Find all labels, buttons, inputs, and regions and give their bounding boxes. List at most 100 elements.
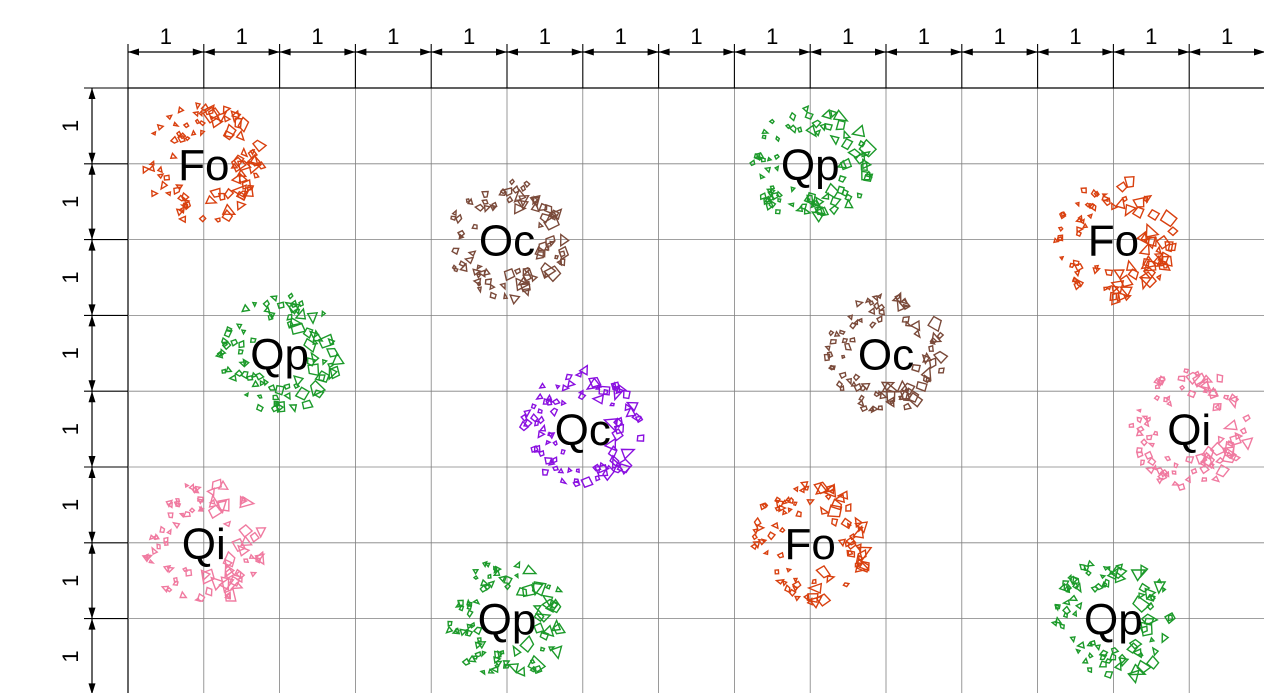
dimension-arrowhead	[192, 48, 204, 56]
dimension-arrowhead	[88, 456, 96, 467]
grain-mark	[251, 379, 260, 388]
grain-mark	[306, 357, 317, 367]
grain-mark	[1221, 447, 1237, 464]
grain-mark	[753, 153, 761, 161]
grain-mark	[314, 370, 330, 383]
grain-mark	[1151, 646, 1160, 657]
grain-mark	[1215, 463, 1231, 478]
grain-mark	[1130, 569, 1147, 582]
grain-mark	[1140, 254, 1157, 270]
grain-mark	[902, 303, 911, 311]
grain-mark	[1215, 456, 1225, 464]
grain-mark	[1118, 653, 1127, 665]
grain-mark	[461, 657, 471, 666]
grain-mark	[236, 200, 247, 212]
grain-mark	[549, 601, 559, 610]
grain-mark	[1074, 601, 1083, 611]
grain-mark	[1234, 432, 1244, 441]
grain-mark	[1067, 594, 1079, 602]
grain-mark	[539, 212, 551, 224]
grain-mark	[163, 174, 171, 181]
grain-mark	[240, 146, 249, 158]
grain-mark	[1230, 453, 1242, 462]
grain-mark	[457, 229, 466, 239]
grain-mark	[810, 211, 825, 224]
grain-mark	[1214, 403, 1221, 412]
grain-mark	[1199, 464, 1210, 475]
grain-mark	[1140, 613, 1159, 626]
grain-mark	[1138, 242, 1150, 256]
grain-mark	[1184, 475, 1191, 484]
grain-mark	[184, 136, 191, 142]
grain-mark	[1124, 203, 1138, 217]
grain-mark	[820, 192, 830, 200]
grain-mark	[246, 374, 254, 381]
grain-mark	[1086, 667, 1093, 674]
grain-mark	[481, 650, 487, 658]
grain-mark	[1094, 644, 1101, 652]
grain-mark	[922, 351, 932, 363]
grain-mark	[1136, 659, 1152, 674]
grain-mark	[842, 582, 851, 588]
grain-mark	[283, 391, 291, 401]
row-dimension-label: 1	[58, 650, 83, 662]
grain-mark	[552, 456, 558, 464]
grain-mark	[1159, 468, 1170, 478]
grain-mark	[804, 111, 814, 120]
grain-mark	[1177, 482, 1186, 491]
grain-mark	[789, 111, 797, 122]
grain-mark	[145, 554, 153, 563]
grain-mark	[826, 504, 843, 518]
grain-mark	[1084, 202, 1091, 208]
grain-mark	[1101, 195, 1109, 203]
grain-mark	[765, 201, 774, 211]
grain-mark	[195, 102, 202, 111]
grain-mark	[759, 173, 766, 180]
grain-mark	[164, 191, 172, 197]
grain-mark	[1216, 373, 1224, 383]
row-dimension-label: 1	[58, 423, 83, 435]
grain-mark	[1155, 257, 1165, 268]
grain-mark	[306, 311, 319, 325]
grain-mark	[529, 194, 541, 208]
grain-mark	[466, 609, 474, 619]
grain-mark	[1136, 425, 1145, 433]
grain-mark	[1086, 641, 1093, 647]
column-dimension-label: 1	[236, 24, 248, 49]
grain-mark	[572, 480, 581, 488]
grain-mark	[1177, 375, 1186, 382]
grain-mark	[255, 403, 264, 413]
grain-mark	[1239, 427, 1247, 435]
grain-mark	[229, 581, 244, 590]
lithology-symbols: Fo Qp Oc Fo Qp Oc Qc Qi Qi Fo Qp Qp	[141, 102, 1254, 685]
grain-mark	[209, 187, 221, 198]
grain-mark	[322, 358, 328, 366]
grain-mark	[309, 379, 327, 397]
grain-mark	[270, 404, 280, 413]
grain-mark	[173, 186, 181, 196]
grain-mark	[831, 517, 839, 527]
grain-mark	[774, 506, 782, 512]
grain-mark	[798, 203, 808, 211]
grain-mark	[1225, 450, 1233, 460]
grain-mark	[752, 528, 759, 535]
grain-mark	[231, 537, 246, 553]
grain-mark	[1111, 201, 1119, 211]
grain-mark	[751, 533, 758, 541]
grain-mark	[862, 158, 873, 170]
symbol-label: Fo	[1088, 217, 1139, 266]
grain-mark	[1069, 262, 1076, 269]
grain-mark	[239, 495, 256, 509]
grain-mark	[932, 350, 949, 365]
grain-mark	[806, 499, 815, 506]
grain-mark	[251, 301, 258, 308]
grain-mark	[321, 309, 327, 318]
grain-mark	[794, 205, 804, 213]
grain-mark	[317, 333, 335, 349]
grain-mark	[867, 306, 876, 316]
grain-mark	[857, 526, 864, 533]
grain-mark	[202, 106, 220, 124]
grain-mark	[165, 114, 173, 121]
grain-mark	[756, 523, 766, 532]
grain-mark	[613, 417, 623, 429]
